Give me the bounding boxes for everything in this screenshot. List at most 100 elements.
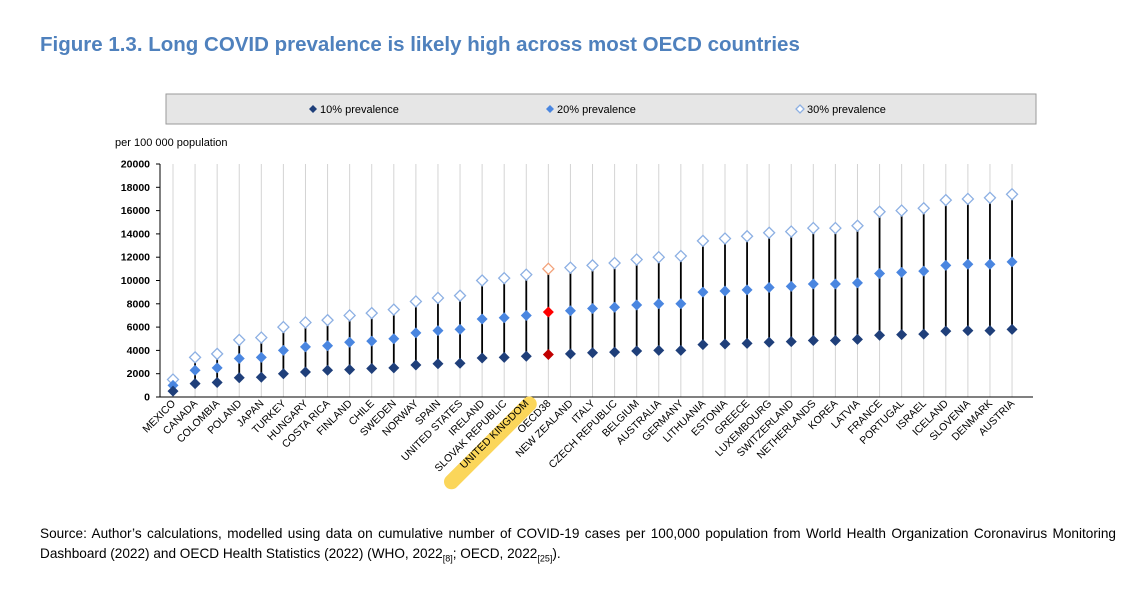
point-30pct bbox=[564, 261, 577, 275]
point-20pct bbox=[653, 298, 665, 310]
point-20pct bbox=[829, 278, 841, 290]
point-10pct bbox=[277, 368, 289, 380]
highlight-marker bbox=[443, 396, 537, 490]
y-tick-label: 16000 bbox=[121, 205, 150, 217]
point-10pct bbox=[299, 366, 311, 378]
point-20pct bbox=[322, 340, 334, 352]
point-30pct bbox=[895, 204, 909, 218]
point-10pct bbox=[719, 338, 731, 350]
point-30pct bbox=[519, 268, 533, 282]
point-10pct bbox=[233, 372, 245, 384]
point-10pct bbox=[432, 358, 444, 370]
point-20pct bbox=[211, 362, 223, 374]
point-30pct bbox=[740, 229, 754, 243]
point-10pct bbox=[675, 344, 687, 356]
point-10pct bbox=[984, 325, 996, 337]
point-20pct bbox=[564, 305, 576, 317]
point-20pct bbox=[1006, 256, 1018, 268]
y-tick-label: 6000 bbox=[127, 322, 151, 334]
point-10pct bbox=[189, 378, 201, 390]
point-30pct bbox=[387, 303, 401, 317]
point-20pct bbox=[675, 298, 687, 310]
point-30pct bbox=[431, 291, 445, 305]
point-20pct bbox=[277, 344, 289, 356]
point-30pct bbox=[851, 219, 864, 233]
point-30pct bbox=[806, 221, 820, 235]
point-30pct bbox=[828, 221, 842, 235]
point-10pct bbox=[388, 362, 400, 374]
point-10pct bbox=[940, 325, 952, 337]
point-20pct bbox=[476, 313, 488, 325]
legend-label: 20% prevalence bbox=[557, 104, 636, 116]
point-30pct bbox=[299, 316, 312, 329]
y-axis-label: per 100 000 population bbox=[115, 137, 228, 149]
y-tick-label: 18000 bbox=[121, 182, 150, 194]
point-20pct bbox=[410, 327, 422, 339]
point-30pct bbox=[784, 225, 798, 238]
source-note: Source: Author’s calculations, modelled … bbox=[40, 524, 1116, 569]
point-30pct bbox=[232, 333, 246, 347]
point-10pct bbox=[344, 364, 356, 376]
point-30pct bbox=[586, 258, 599, 272]
legend-marker bbox=[795, 104, 805, 114]
point-30pct bbox=[873, 205, 886, 219]
point-10pct bbox=[564, 348, 576, 360]
point-20pct bbox=[697, 286, 709, 298]
point-20pct bbox=[896, 266, 908, 278]
point-10pct bbox=[498, 351, 510, 363]
point-20pct bbox=[189, 364, 201, 376]
prevalence-chart: 10% prevalence 20% prevalence 30% prevalen… bbox=[115, 93, 1037, 490]
point-30pct bbox=[630, 253, 644, 266]
point-20pct bbox=[962, 258, 974, 270]
point-10pct bbox=[366, 362, 378, 374]
point-20pct bbox=[344, 336, 356, 348]
point-30pct bbox=[254, 331, 268, 345]
point-30pct bbox=[961, 192, 975, 206]
point-10pct bbox=[851, 333, 863, 345]
point-30pct bbox=[939, 193, 953, 207]
point-20pct bbox=[167, 379, 179, 391]
point-30pct bbox=[674, 249, 688, 263]
point-10pct bbox=[697, 339, 709, 351]
point-10pct bbox=[322, 364, 334, 376]
point-20pct bbox=[984, 258, 996, 270]
point-20pct bbox=[299, 341, 311, 353]
point-30pct bbox=[917, 201, 931, 215]
point-10pct bbox=[631, 345, 643, 357]
point-20pct bbox=[918, 265, 930, 277]
point-30pct bbox=[696, 234, 710, 248]
point-20pct bbox=[432, 325, 444, 337]
point-20pct bbox=[255, 351, 267, 363]
point-30pct bbox=[453, 289, 467, 303]
point-10pct bbox=[476, 352, 488, 364]
point-30pct bbox=[983, 191, 997, 205]
point-10pct bbox=[410, 359, 422, 371]
legend-label: 30% prevalence bbox=[807, 104, 886, 116]
point-20pct bbox=[542, 306, 554, 318]
y-tick-label: 0 bbox=[144, 392, 150, 404]
point-20pct bbox=[233, 353, 245, 365]
point-10pct bbox=[167, 385, 179, 397]
point-10pct bbox=[962, 325, 974, 337]
point-20pct bbox=[587, 302, 599, 314]
point-30pct bbox=[321, 313, 334, 327]
point-20pct bbox=[454, 323, 466, 335]
y-tick-label: 12000 bbox=[121, 252, 150, 264]
point-20pct bbox=[741, 284, 753, 296]
ref-who: [8] bbox=[442, 553, 453, 564]
point-10pct bbox=[454, 357, 466, 369]
point-30pct bbox=[541, 262, 555, 276]
point-10pct bbox=[255, 371, 267, 383]
y-tick-label: 8000 bbox=[127, 298, 151, 310]
point-20pct bbox=[763, 281, 775, 293]
y-tick-label: 10000 bbox=[121, 275, 150, 287]
point-30pct bbox=[608, 256, 622, 270]
point-10pct bbox=[741, 337, 753, 349]
point-20pct bbox=[785, 280, 797, 292]
plot-area: 0 2000 4000 6000 8000 10000 12000 14000 16000 180… bbox=[121, 159, 1033, 490]
point-20pct bbox=[498, 312, 510, 324]
point-30pct bbox=[497, 271, 511, 285]
point-10pct bbox=[587, 347, 599, 359]
source-text: Source: Author’s calculations, modelled … bbox=[40, 526, 1116, 561]
point-30pct bbox=[762, 226, 776, 240]
